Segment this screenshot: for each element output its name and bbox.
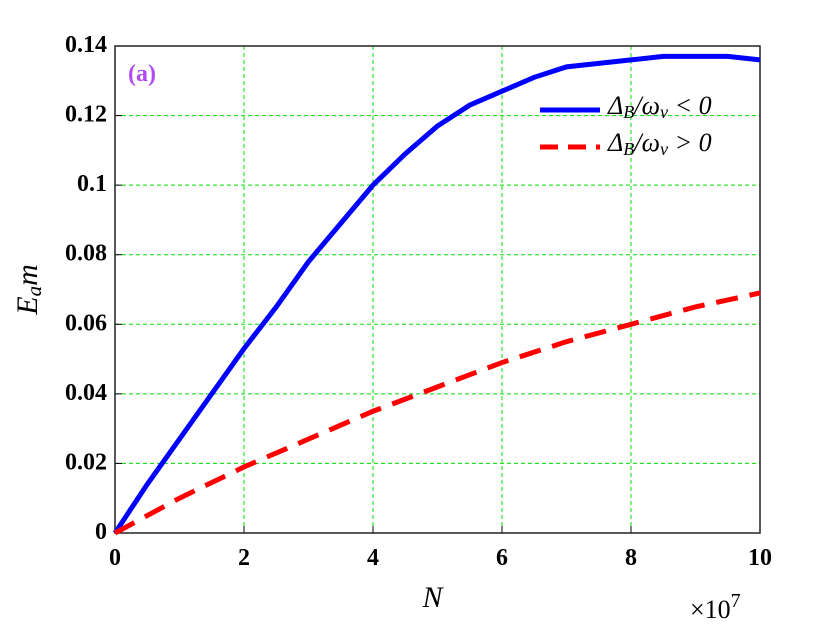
y-tick-label: 0.06 — [65, 310, 107, 336]
x-tick-label: 10 — [748, 545, 772, 571]
axes-box — [114, 45, 761, 534]
x-tick-label: 0 — [109, 545, 121, 571]
x-multiplier: ×107 — [690, 590, 741, 624]
legend-label: ΔB/ων > 0 — [607, 128, 712, 159]
annotation: (a) — [128, 61, 156, 87]
x-tick-label: 8 — [625, 545, 637, 571]
data-line — [113, 290, 761, 536]
y-tick-label: 0.08 — [65, 240, 107, 266]
x-multiplier-exponent: 7 — [731, 590, 741, 612]
y-tick-label: 0.1 — [77, 171, 107, 197]
y-tick-label: 0.14 — [65, 32, 107, 58]
y-tick-label: 0 — [95, 519, 107, 545]
x-tick-label: 6 — [496, 545, 508, 571]
x-tick-label: 2 — [238, 545, 250, 571]
x-tick-label: 4 — [367, 545, 379, 571]
x-axis-label: N — [421, 581, 444, 614]
y-tick-label: 0.02 — [65, 449, 107, 475]
y-tick-label: 0.04 — [65, 379, 107, 405]
data-line — [112, 53, 761, 535]
x-multiplier-base: ×10 — [690, 595, 731, 624]
legend-label: ΔB/ων < 0 — [607, 91, 712, 122]
y-axis-label: Eam — [11, 264, 46, 316]
y-tick-label: 0.12 — [65, 101, 107, 127]
